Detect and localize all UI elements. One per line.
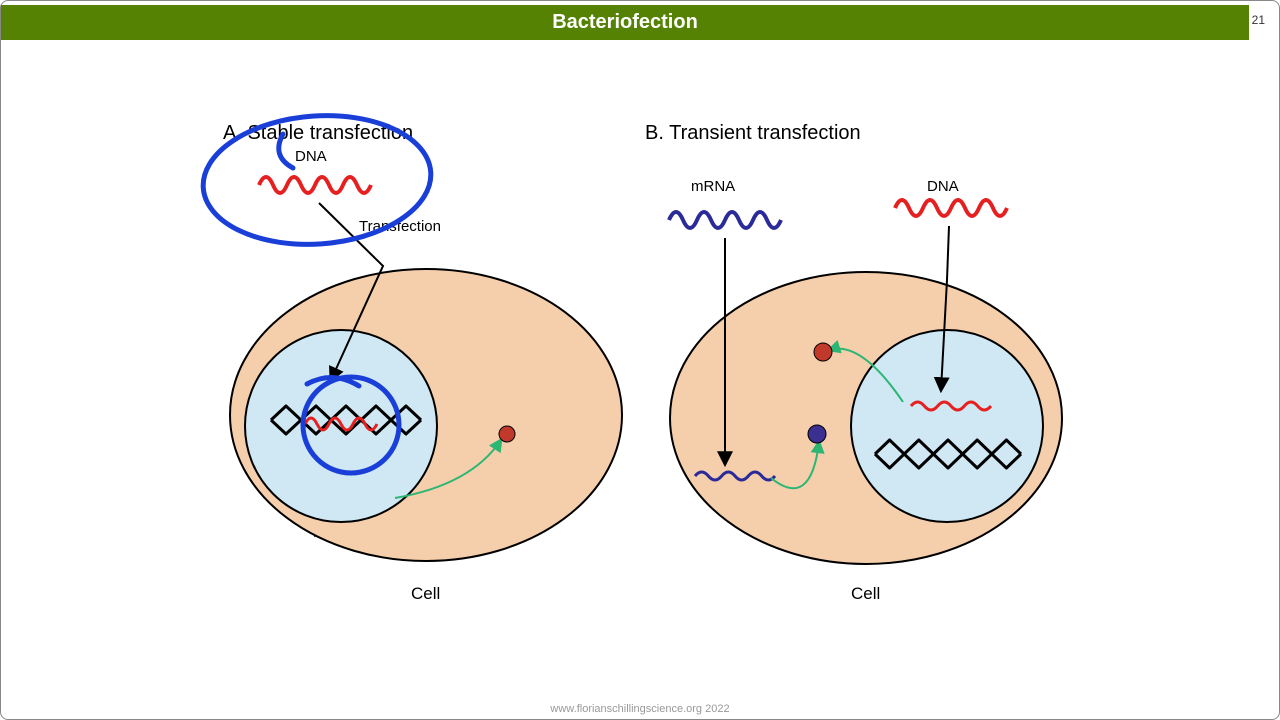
slide-title-bar: Bacteriofection <box>1 5 1249 40</box>
diagram-svg <box>1 40 1280 680</box>
page-number: 21 <box>1252 13 1265 27</box>
slide-title: Bacteriofection <box>552 11 698 33</box>
footer-text: www.florianschillingscience.org 2022 <box>1 703 1279 715</box>
diagram-canvas: A. Stable transfection DNA Transfection … <box>1 40 1280 680</box>
